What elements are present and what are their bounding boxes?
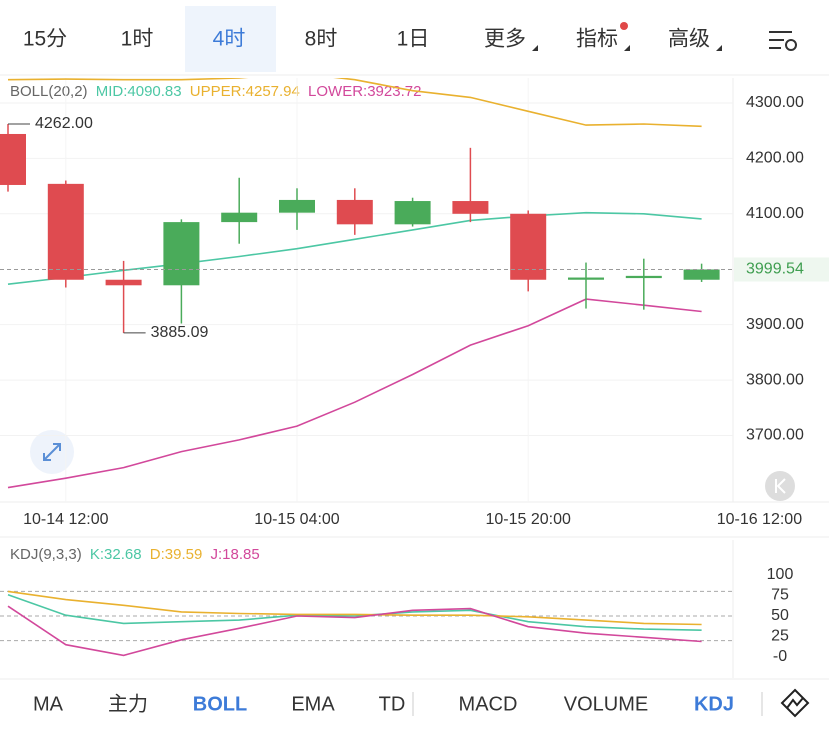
candle-body xyxy=(336,199,373,225)
x-tick-label: 10-14 12:00 xyxy=(23,511,109,528)
y-tick-label: 3900.00 xyxy=(746,316,804,333)
candle-body xyxy=(47,183,84,280)
top-tab[interactable]: 更多 xyxy=(484,28,526,51)
annotation-label: 3885.09 xyxy=(151,324,209,341)
dropdown-marker xyxy=(716,45,722,51)
legend-item: UPPER:4257.94 xyxy=(190,83,300,100)
kdj-legend: KDJ(9,3,3) K:32.68 D:39.59 J:18.85 xyxy=(10,546,260,563)
kdj-line xyxy=(7,593,702,631)
y-tick-label: 3700.00 xyxy=(746,427,804,444)
indicator-tab[interactable]: TD xyxy=(379,693,406,715)
legend-item: J:18.85 xyxy=(210,546,259,563)
indicator-tab[interactable]: MACD xyxy=(459,693,518,715)
candle-body xyxy=(105,279,142,286)
boll-legend: BOLL(20,2) MID:4090.83 UPPER:4257.94 LOW… xyxy=(10,83,421,100)
top-tab[interactable]: 15分 xyxy=(23,28,67,51)
y-tick-label: 4200.00 xyxy=(746,150,804,167)
legend-item: K:32.68 xyxy=(90,546,142,563)
last-price-label: 3999.54 xyxy=(746,261,804,278)
top-tab[interactable]: 8时 xyxy=(305,28,338,51)
legend-item: LOWER:3923.72 xyxy=(308,83,421,100)
boll-line xyxy=(7,78,702,128)
x-tick-label: 10-16 12:00 xyxy=(717,511,803,528)
y-tick-label: 25 xyxy=(771,628,789,645)
dropdown-marker xyxy=(624,45,630,51)
indicator-tab[interactable]: 主力 xyxy=(108,692,148,715)
candle-body xyxy=(568,277,604,280)
y-tick-label: 75 xyxy=(771,587,789,604)
last-price-bg xyxy=(734,257,829,282)
top-tab[interactable]: 指标 xyxy=(576,28,618,51)
top-tab[interactable]: 高级 xyxy=(668,28,710,51)
candle-body xyxy=(221,212,258,223)
y-tick-label: 4100.00 xyxy=(746,205,804,222)
candle-body xyxy=(279,199,315,213)
top-tab[interactable]: 4时 xyxy=(213,28,246,51)
kdj-line xyxy=(7,590,702,626)
candle-body xyxy=(625,275,662,279)
legend-item: D:39.59 xyxy=(150,546,203,563)
candle-body xyxy=(394,201,431,225)
y-tick-label: 50 xyxy=(771,607,789,624)
x-tick-label: 10-15 20:00 xyxy=(485,511,571,528)
indicator-tab[interactable]: VOLUME xyxy=(564,693,648,715)
indicator-tab[interactable]: KDJ xyxy=(694,693,734,715)
y-tick-label: 3800.00 xyxy=(746,371,804,388)
badge-dot xyxy=(620,22,628,30)
annotation-label: 4262.00 xyxy=(35,115,93,132)
dropdown-marker xyxy=(532,45,538,51)
candle-body xyxy=(0,133,26,185)
y-tick-label: -0 xyxy=(773,648,787,665)
top-tab[interactable]: 1日 xyxy=(397,28,430,51)
top-tab[interactable]: 1时 xyxy=(121,28,154,51)
boll-line xyxy=(7,298,702,489)
expand-button[interactable] xyxy=(30,430,74,474)
legend-item: MID:4090.83 xyxy=(96,83,182,100)
candle-body xyxy=(163,222,200,286)
y-tick-label: 100 xyxy=(767,566,794,583)
legend-item: BOLL(20,2) xyxy=(10,83,88,100)
draw-icon[interactable] xyxy=(780,688,810,718)
kdj-line xyxy=(7,605,702,657)
main-plot xyxy=(0,78,733,502)
indicator-tab[interactable]: MA xyxy=(33,693,64,715)
settings-icon[interactable] xyxy=(769,31,797,51)
indicator-tab[interactable]: BOLL xyxy=(193,693,247,715)
x-tick-label: 10-15 04:00 xyxy=(254,511,340,528)
active-tab-bg xyxy=(185,6,276,72)
candle-body xyxy=(452,201,489,214)
indicator-tab[interactable]: EMA xyxy=(291,693,335,715)
legend-item: KDJ(9,3,3) xyxy=(10,546,82,563)
candle-body xyxy=(683,269,720,280)
candle-body xyxy=(510,213,547,280)
reset-button[interactable] xyxy=(765,471,795,501)
y-tick-label: 4300.00 xyxy=(746,94,804,111)
